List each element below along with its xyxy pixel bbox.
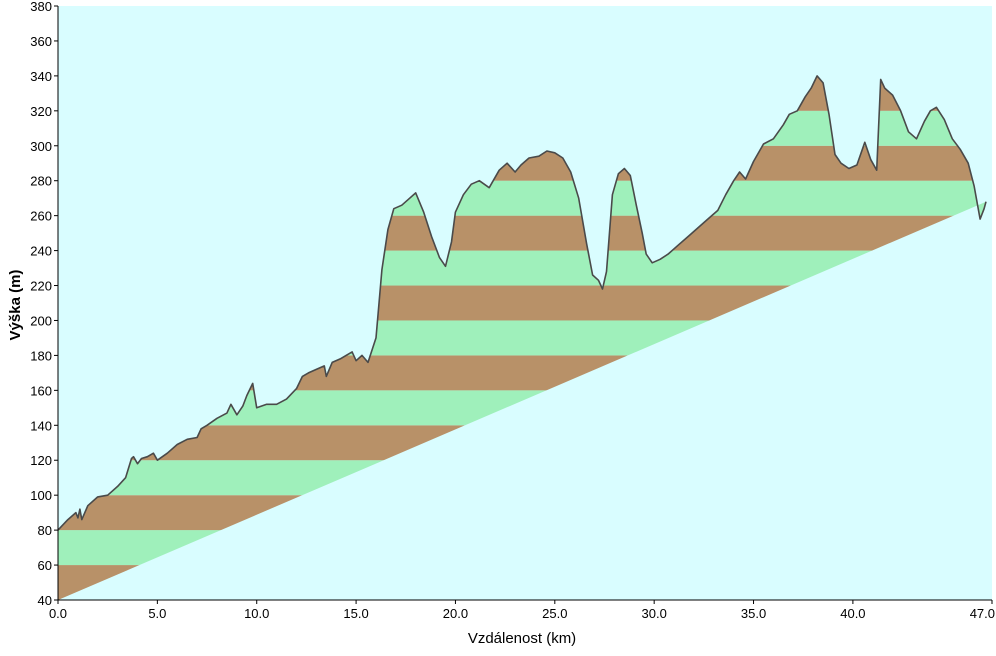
x-tick-label: 30.0 xyxy=(642,606,667,621)
y-tick-label: 140 xyxy=(30,418,52,433)
plot-area xyxy=(57,6,992,600)
x-tick-label: 20.0 xyxy=(443,606,468,621)
y-tick-label: 320 xyxy=(30,104,52,119)
x-tick-label: 5.0 xyxy=(148,606,166,621)
axes: 40 60 80 100 120 140 160 180 200 220 240 260 280 300 3… xyxy=(30,0,995,621)
y-tick-label: 360 xyxy=(30,34,52,49)
y-tick-label: 200 xyxy=(30,313,52,328)
x-tick-label: 15.0 xyxy=(343,606,368,621)
x-tick-label: 25.0 xyxy=(542,606,567,621)
y-tick-label: 380 xyxy=(30,0,52,14)
x-tick-label: 35.0 xyxy=(741,606,766,621)
y-tick-label: 240 xyxy=(30,244,52,259)
x-tick-label: 10.0 xyxy=(244,606,269,621)
y-tick-label: 220 xyxy=(30,279,52,294)
y-axis-title: Výška (m) xyxy=(7,270,24,341)
y-tick-label: 100 xyxy=(30,488,52,503)
x-axis-title: Vzdálenost (km) xyxy=(468,630,576,647)
y-tick-label: 180 xyxy=(30,348,52,363)
y-tick-label: 120 xyxy=(30,453,52,468)
y-tick-label: 280 xyxy=(30,174,52,189)
x-tick-label: 0.0 xyxy=(49,606,67,621)
y-tick-label: 300 xyxy=(30,139,52,154)
y-tick-label: 60 xyxy=(38,558,52,573)
x-tick-label: 40.0 xyxy=(840,606,865,621)
y-tick-label: 40 xyxy=(38,593,52,608)
y-tick-label: 260 xyxy=(30,209,52,224)
x-tick-label: 47.0 xyxy=(970,606,995,621)
y-tick-label: 160 xyxy=(30,383,52,398)
y-tick-label: 340 xyxy=(30,69,52,84)
elevation-line xyxy=(57,75,987,531)
y-tick-label: 80 xyxy=(38,523,52,538)
